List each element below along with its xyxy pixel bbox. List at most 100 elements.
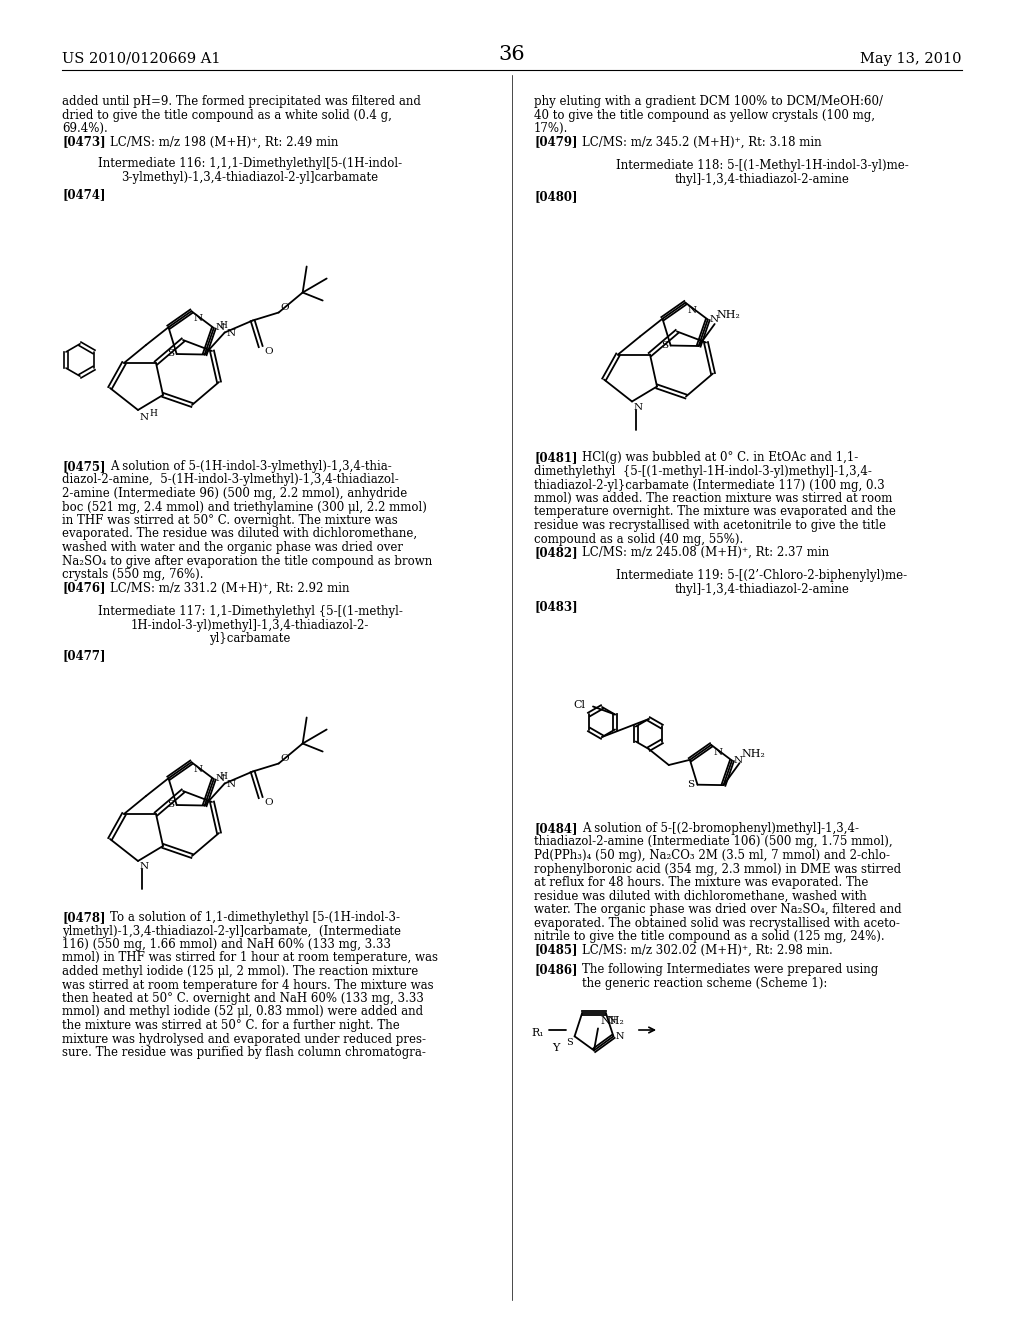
Text: Intermediate 117: 1,1-Dimethylethyl {5-[(1-methyl-: Intermediate 117: 1,1-Dimethylethyl {5-[…	[97, 605, 402, 618]
Text: LC/MS: m/z 331.2 (M+H)⁺, Rt: 2.92 min: LC/MS: m/z 331.2 (M+H)⁺, Rt: 2.92 min	[110, 582, 349, 594]
Text: [0473]: [0473]	[62, 136, 105, 149]
Text: O: O	[264, 347, 273, 355]
Text: Intermediate 116: 1,1,1-Dimethylethyl[5-(1H-indol-: Intermediate 116: 1,1,1-Dimethylethyl[5-…	[98, 157, 402, 170]
Text: [0481]: [0481]	[534, 451, 578, 465]
Text: dried to give the title compound as a white solid (0.4 g,: dried to give the title compound as a wh…	[62, 108, 392, 121]
Text: evaporated. The residue was diluted with dichloromethane,: evaporated. The residue was diluted with…	[62, 528, 417, 540]
Text: N: N	[687, 306, 696, 314]
Text: A solution of 5-(1H-indol-3-ylmethyl)-1,3,4-thia-: A solution of 5-(1H-indol-3-ylmethyl)-1,…	[110, 459, 392, 473]
Text: S: S	[167, 348, 174, 358]
Text: residue was diluted with dichloromethane, washed with: residue was diluted with dichloromethane…	[534, 890, 866, 903]
Text: [0479]: [0479]	[534, 136, 578, 149]
Text: N: N	[634, 403, 643, 412]
Text: Intermediate 119: 5-[(2’-Chloro-2-biphenylyl)me-: Intermediate 119: 5-[(2’-Chloro-2-biphen…	[616, 569, 907, 582]
Text: added methyl iodide (125 μl, 2 mmol). The reaction mixture: added methyl iodide (125 μl, 2 mmol). Th…	[62, 965, 418, 978]
Text: diazol-2-amine,  5-(1H-indol-3-ylmethyl)-1,3,4-thiadiazol-: diazol-2-amine, 5-(1H-indol-3-ylmethyl)-…	[62, 474, 398, 487]
Text: N: N	[194, 314, 203, 323]
Text: compound as a solid (40 mg, 55%).: compound as a solid (40 mg, 55%).	[534, 532, 743, 545]
Text: 2-amine (Intermediate 96) (500 mg, 2.2 mmol), anhydride: 2-amine (Intermediate 96) (500 mg, 2.2 m…	[62, 487, 408, 500]
Text: LC/MS: m/z 302.02 (M+H)⁺, Rt: 2.98 min.: LC/MS: m/z 302.02 (M+H)⁺, Rt: 2.98 min.	[582, 944, 833, 957]
Text: [0474]: [0474]	[62, 187, 105, 201]
Text: H: H	[220, 771, 227, 780]
Text: N: N	[226, 780, 236, 788]
Text: evaporated. The obtained solid was recrystallised with aceto-: evaporated. The obtained solid was recry…	[534, 916, 900, 929]
Text: nitrile to give the title compound as a solid (125 mg, 24%).: nitrile to give the title compound as a …	[534, 931, 885, 942]
Text: thyl]-1,3,4-thiadiazol-2-amine: thyl]-1,3,4-thiadiazol-2-amine	[675, 583, 850, 597]
Text: Na₂SO₄ to give after evaporation the title compound as brown: Na₂SO₄ to give after evaporation the tit…	[62, 554, 432, 568]
Text: 40 to give the title compound as yellow crystals (100 mg,: 40 to give the title compound as yellow …	[534, 108, 874, 121]
Text: washed with water and the organic phase was dried over: washed with water and the organic phase …	[62, 541, 403, 554]
Text: thiadiazol-2-amine (Intermediate 106) (500 mg, 1.75 mmol),: thiadiazol-2-amine (Intermediate 106) (5…	[534, 836, 893, 849]
Text: thiadiazol-2-yl}carbamate (Intermediate 117) (100 mg, 0.3: thiadiazol-2-yl}carbamate (Intermediate …	[534, 479, 885, 491]
Text: was stirred at room temperature for 4 hours. The mixture was: was stirred at room temperature for 4 ho…	[62, 978, 433, 991]
Text: Intermediate 118: 5-[(1-Methyl-1H-indol-3-yl)me-: Intermediate 118: 5-[(1-Methyl-1H-indol-…	[615, 158, 908, 172]
Text: rophenylboronic acid (354 mg, 2.3 mmol) in DME was stirred: rophenylboronic acid (354 mg, 2.3 mmol) …	[534, 862, 901, 875]
Text: 116) (550 mg, 1.66 mmol) and NaH 60% (133 mg, 3.33: 116) (550 mg, 1.66 mmol) and NaH 60% (13…	[62, 939, 391, 950]
Text: H: H	[150, 409, 157, 418]
Text: Cl: Cl	[573, 701, 585, 710]
Text: [0480]: [0480]	[534, 190, 578, 203]
Text: N: N	[140, 862, 150, 871]
Text: N: N	[140, 413, 150, 422]
Text: [0484]: [0484]	[534, 822, 578, 836]
Text: N: N	[216, 774, 225, 783]
Text: NH₂: NH₂	[600, 1016, 624, 1027]
Text: NH₂: NH₂	[741, 750, 765, 759]
Text: the mixture was stirred at 50° C. for a further night. The: the mixture was stirred at 50° C. for a …	[62, 1019, 399, 1032]
Text: mmol) and methyl iodide (52 μl, 0.83 mmol) were added and: mmol) and methyl iodide (52 μl, 0.83 mmo…	[62, 1006, 423, 1019]
Text: N: N	[194, 766, 203, 775]
Text: 36: 36	[499, 45, 525, 63]
Text: Pd(PPh₃)₄ (50 mg), Na₂CO₃ 2M (3.5 ml, 7 mmol) and 2-chlo-: Pd(PPh₃)₄ (50 mg), Na₂CO₃ 2M (3.5 ml, 7 …	[534, 849, 890, 862]
Text: N: N	[216, 323, 225, 333]
Text: in THF was stirred at 50° C. overnight. The mixture was: in THF was stirred at 50° C. overnight. …	[62, 513, 397, 527]
Text: water. The organic phase was dried over Na₂SO₄, filtered and: water. The organic phase was dried over …	[534, 903, 901, 916]
Text: mmol) was added. The reaction mixture was stirred at room: mmol) was added. The reaction mixture wa…	[534, 492, 892, 506]
Text: To a solution of 1,1-dimethylethyl [5-(1H-indol-3-: To a solution of 1,1-dimethylethyl [5-(1…	[110, 911, 400, 924]
Text: boc (521 mg, 2.4 mmol) and triethylamine (300 μl, 2.2 mmol): boc (521 mg, 2.4 mmol) and triethylamine…	[62, 500, 427, 513]
Text: [0475]: [0475]	[62, 459, 105, 473]
Text: [0476]: [0476]	[62, 582, 105, 594]
Text: mixture was hydrolysed and evaporated under reduced pres-: mixture was hydrolysed and evaporated un…	[62, 1032, 426, 1045]
Text: at reflux for 48 hours. The mixture was evaporated. The: at reflux for 48 hours. The mixture was …	[534, 876, 868, 888]
Text: [0478]: [0478]	[62, 911, 105, 924]
Text: US 2010/0120669 A1: US 2010/0120669 A1	[62, 51, 220, 66]
Text: yl}carbamate: yl}carbamate	[209, 632, 291, 645]
Text: A solution of 5-[(2-bromophenyl)methyl]-1,3,4-: A solution of 5-[(2-bromophenyl)methyl]-…	[582, 822, 859, 836]
Text: the generic reaction scheme (Scheme 1):: the generic reaction scheme (Scheme 1):	[582, 977, 827, 990]
Text: added until pH=9. The formed precipitated was filtered and: added until pH=9. The formed precipitate…	[62, 95, 421, 108]
Text: O: O	[281, 302, 290, 312]
Text: N: N	[615, 1032, 624, 1041]
Text: LC/MS: m/z 245.08 (M+H)⁺, Rt: 2.37 min: LC/MS: m/z 245.08 (M+H)⁺, Rt: 2.37 min	[582, 546, 829, 558]
Text: O: O	[281, 754, 290, 763]
Text: residue was recrystallised with acetonitrile to give the title: residue was recrystallised with acetonit…	[534, 519, 886, 532]
Text: 1H-indol-3-yl)methyl]-1,3,4-thiadiazol-2-: 1H-indol-3-yl)methyl]-1,3,4-thiadiazol-2…	[131, 619, 370, 631]
Text: LC/MS: m/z 345.2 (M+H)⁺, Rt: 3.18 min: LC/MS: m/z 345.2 (M+H)⁺, Rt: 3.18 min	[582, 136, 821, 149]
Text: mmol) in THF was stirred for 1 hour at room temperature, was: mmol) in THF was stirred for 1 hour at r…	[62, 952, 438, 965]
Text: R₁: R₁	[531, 1028, 544, 1038]
Text: [0482]: [0482]	[534, 546, 578, 558]
Text: 69.4%).: 69.4%).	[62, 121, 108, 135]
Text: crystals (550 mg, 76%).: crystals (550 mg, 76%).	[62, 568, 204, 581]
Text: N: N	[734, 755, 743, 764]
Text: May 13, 2010: May 13, 2010	[860, 51, 962, 66]
Text: dimethylethyl  {5-[(1-methyl-1H-indol-3-yl)methyl]-1,3,4-: dimethylethyl {5-[(1-methyl-1H-indol-3-y…	[534, 465, 871, 478]
Text: 17%).: 17%).	[534, 121, 568, 135]
Text: O: O	[264, 797, 273, 807]
Text: 3-ylmethyl)-1,3,4-thiadiazol-2-yl]carbamate: 3-ylmethyl)-1,3,4-thiadiazol-2-yl]carbam…	[122, 170, 379, 183]
Text: [0485]: [0485]	[534, 944, 578, 957]
Text: S: S	[687, 780, 694, 788]
Text: then heated at 50° C. overnight and NaH 60% (133 mg, 3.33: then heated at 50° C. overnight and NaH …	[62, 993, 424, 1005]
Text: [0486]: [0486]	[534, 964, 578, 975]
Text: HCl(g) was bubbled at 0° C. in EtOAc and 1,1-: HCl(g) was bubbled at 0° C. in EtOAc and…	[582, 451, 858, 465]
Text: [0477]: [0477]	[62, 649, 105, 663]
Text: phy eluting with a gradient DCM 100% to DCM/MeOH:60/: phy eluting with a gradient DCM 100% to …	[534, 95, 883, 108]
Text: H: H	[220, 321, 227, 330]
Text: N: N	[713, 748, 722, 756]
Text: sure. The residue was purified by flash column chromatogra-: sure. The residue was purified by flash …	[62, 1045, 426, 1059]
Text: N: N	[710, 314, 719, 323]
Text: N: N	[608, 1016, 616, 1026]
Text: ylmethyl)-1,3,4-thiadiazol-2-yl]carbamate,  (Intermediate: ylmethyl)-1,3,4-thiadiazol-2-yl]carbamat…	[62, 924, 401, 937]
Text: S: S	[660, 341, 668, 350]
Text: The following Intermediates were prepared using: The following Intermediates were prepare…	[582, 964, 879, 975]
Text: Y: Y	[552, 1043, 559, 1053]
